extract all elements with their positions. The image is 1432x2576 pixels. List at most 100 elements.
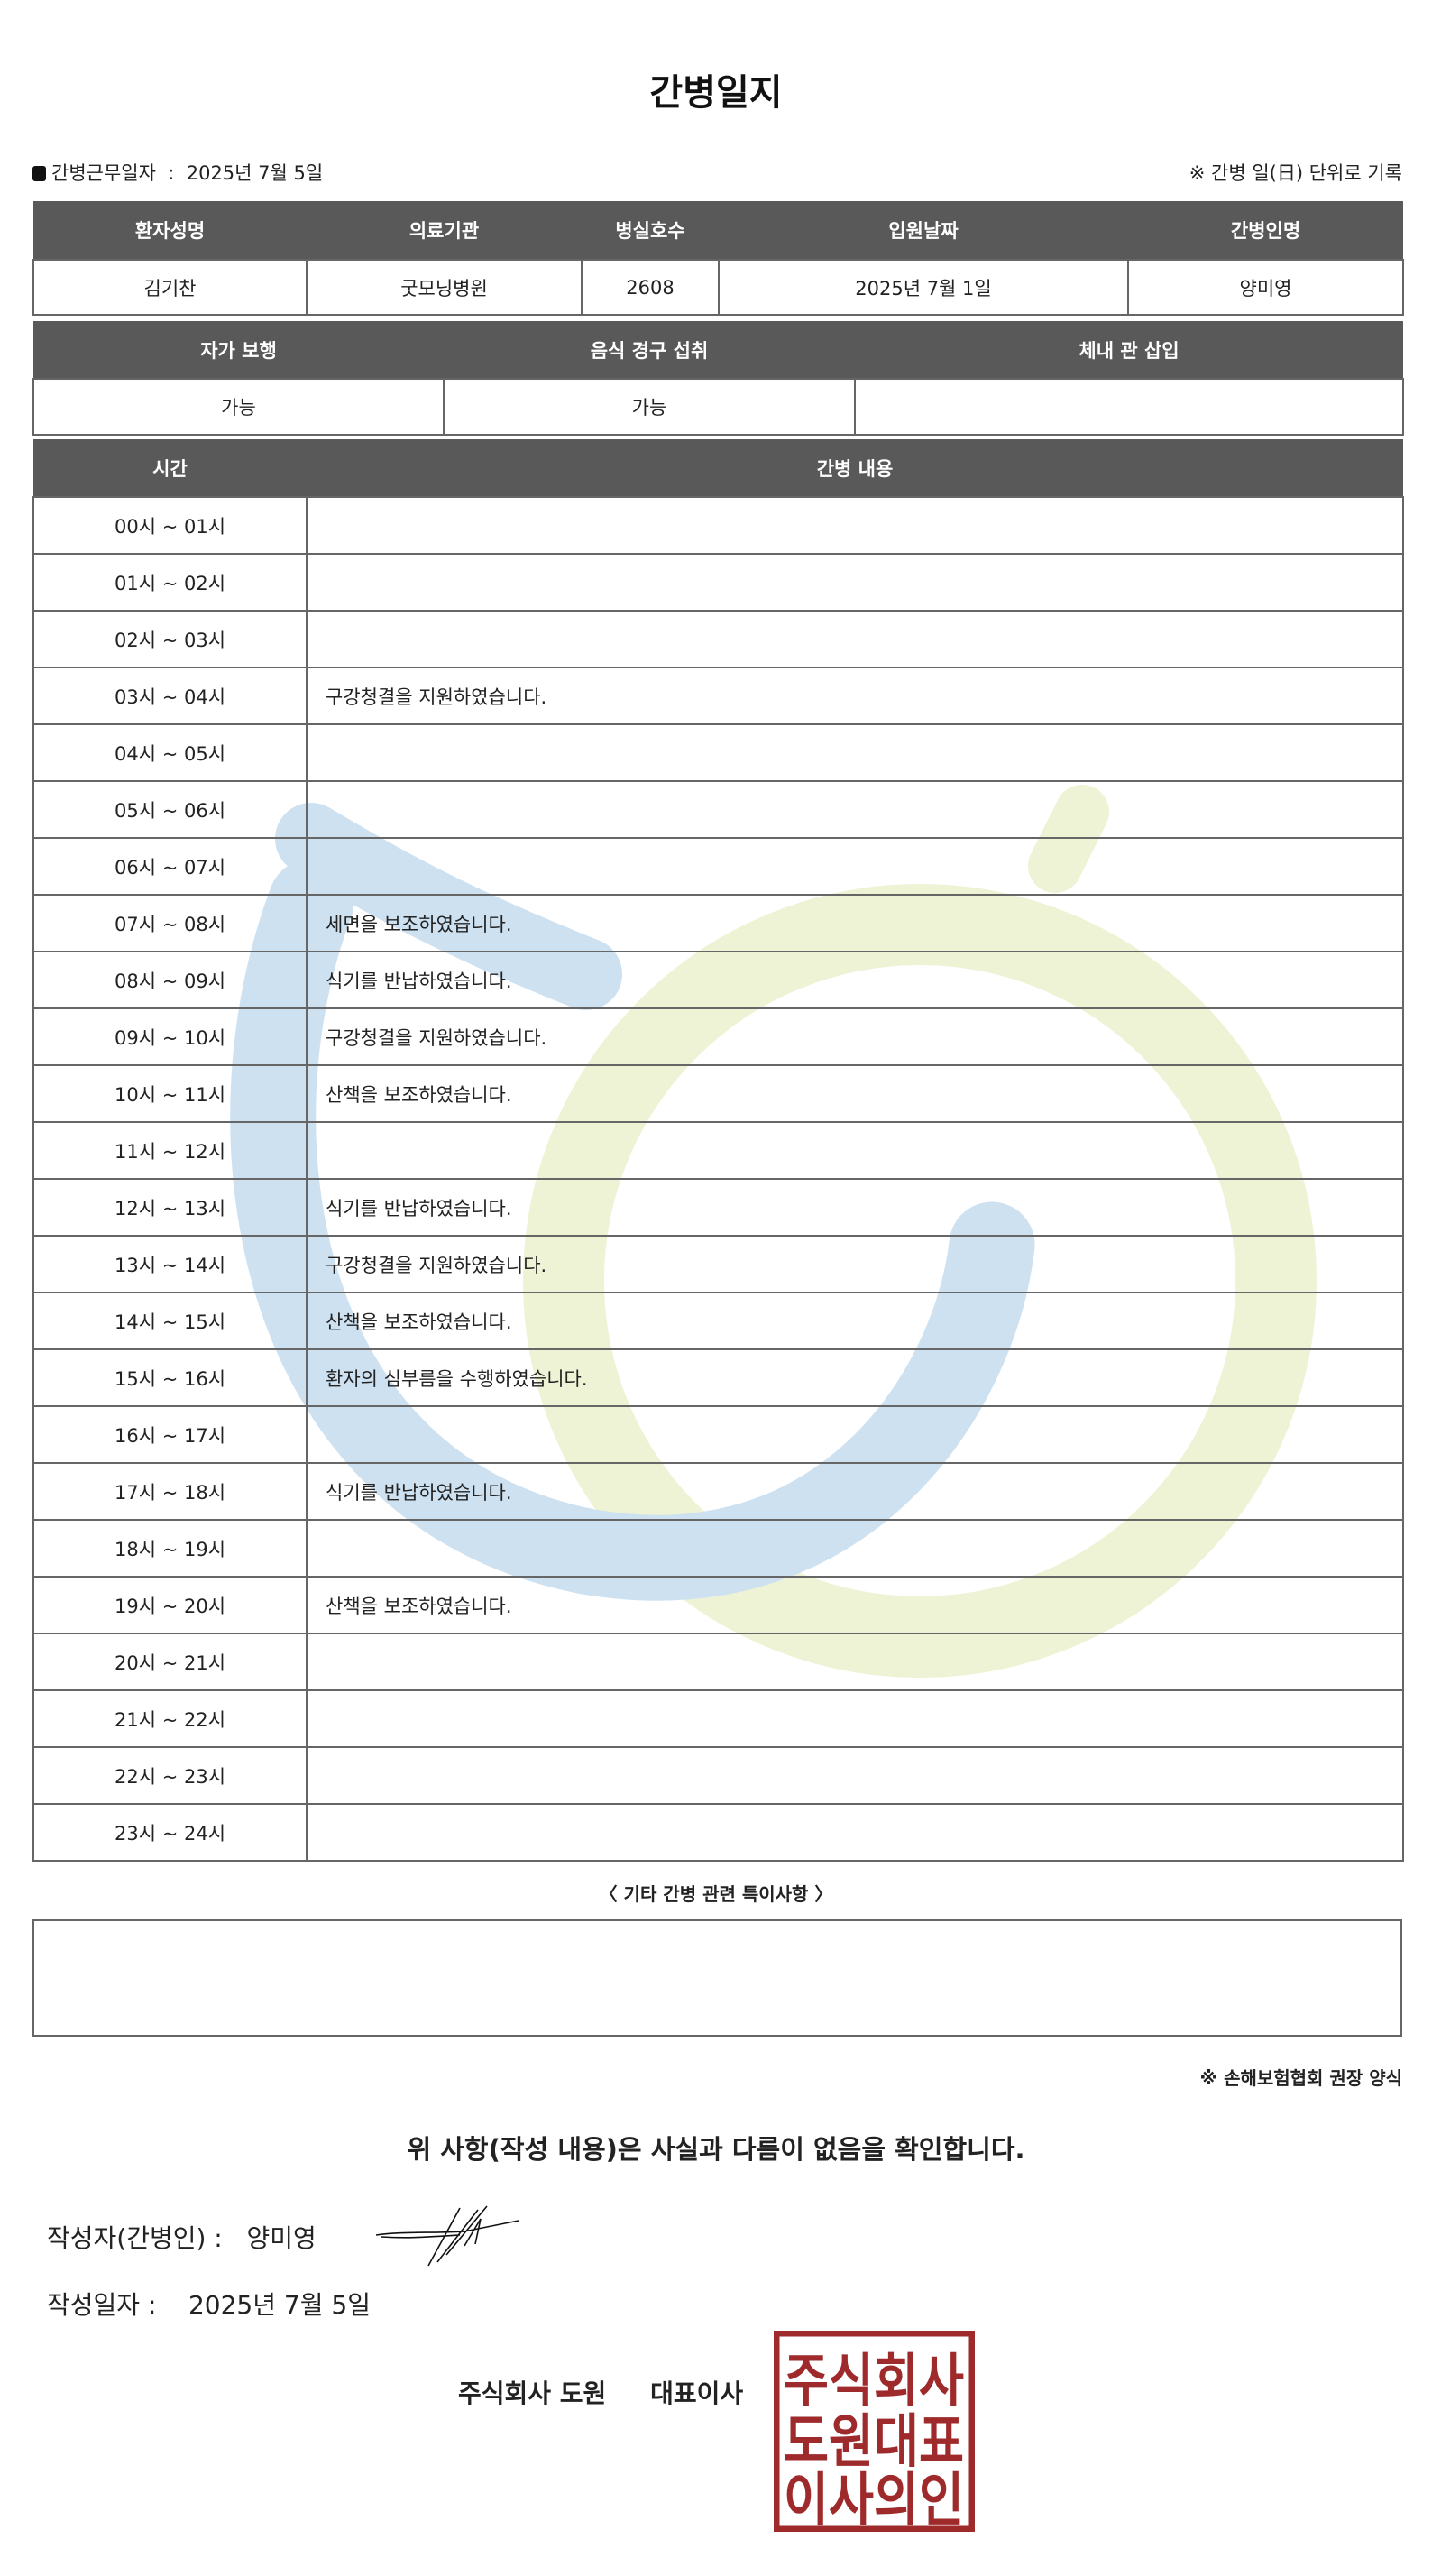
table-row: 00시 ~ 01시 xyxy=(32,496,1404,555)
row-content xyxy=(306,1746,1404,1805)
work-date-label: 간병근무일자 xyxy=(51,162,156,184)
row-time: 21시 ~ 22시 xyxy=(32,1689,308,1748)
written-date: 작성일자 : 2025년 7월 5일 xyxy=(47,2286,371,2322)
table-row: 05시 ~ 06시 xyxy=(32,780,1404,839)
header-oral-intake: 음식 경구 섭취 xyxy=(444,321,855,379)
table-row: 10시 ~ 11시 산책을 보조하였습니다. xyxy=(32,1064,1404,1123)
patient-table: 환자성명 의료기관 병실호수 입원날짜 간병인명 김기찬 굿모닝병원 2608 2025년 7… xyxy=(32,201,1404,316)
row-time: 02시 ~ 03시 xyxy=(32,610,308,668)
table-row: 19시 ~ 20시 산책을 보조하였습니다. xyxy=(32,1576,1404,1634)
header-walking: 자가 보행 xyxy=(33,321,444,379)
row-content: 식기를 반납하였습니다. xyxy=(306,951,1404,1009)
table-row: 23시 ~ 24시 xyxy=(32,1803,1404,1862)
walking-value: 가능 xyxy=(32,378,445,436)
row-content xyxy=(306,1519,1404,1578)
form-note: ※ 손해보험협회 권장 양식 xyxy=(1199,2067,1402,2089)
table-row: 14시 ~ 15시 산책을 보조하였습니다. xyxy=(32,1292,1404,1350)
written-date-label: 작성일자 : xyxy=(47,2290,157,2320)
row-content xyxy=(306,1633,1404,1691)
confirmation-statement: 위 사항(작성 내용)은 사실과 다름이 없음을 확인합니다. xyxy=(407,2134,1025,2165)
table-row: 03시 ~ 04시 구강청결을 지원하였습니다. xyxy=(32,667,1404,725)
tube-value xyxy=(854,378,1404,436)
table-row: 12시 ~ 13시 식기를 반납하였습니다. xyxy=(32,1178,1404,1237)
table-row: 01시 ~ 02시 xyxy=(32,553,1404,612)
table-row: 21시 ~ 22시 xyxy=(32,1689,1404,1748)
room-number: 2608 xyxy=(581,259,720,316)
row-time: 10시 ~ 11시 xyxy=(32,1064,308,1123)
row-time: 07시 ~ 08시 xyxy=(32,894,308,952)
unit-note: ※ 간병 일(日) 단위로 기록 xyxy=(1189,162,1402,184)
row-content xyxy=(306,723,1404,782)
row-content: 산책을 보조하였습니다. xyxy=(306,1064,1404,1123)
stamp-line: 이사의인 xyxy=(784,2468,964,2532)
patient-name: 김기찬 xyxy=(32,259,308,316)
status-table: 자가 보행 음식 경구 섭취 체내 관 삽입 가능 가능 xyxy=(32,321,1404,436)
square-bullet-icon xyxy=(32,166,46,181)
row-time: 08시 ~ 09시 xyxy=(32,951,308,1009)
row-content: 환자의 심부름을 수행하였습니다. xyxy=(306,1348,1404,1407)
row-time: 18시 ~ 19시 xyxy=(32,1519,308,1578)
header-hospital: 의료기관 xyxy=(307,201,582,260)
oral-intake-value: 가능 xyxy=(443,378,856,436)
table-row: 17시 ~ 18시 식기를 반납하였습니다. xyxy=(32,1462,1404,1521)
care-log-table: 시간 간병 내용 00시 ~ 01시 01시 ~ 02시 02시 ~ 03시 03시 ~… xyxy=(32,439,1404,1862)
row-time: 20시 ~ 21시 xyxy=(32,1633,308,1691)
hospital: 굿모닝병원 xyxy=(306,259,583,316)
written-date-value: 2025년 7월 5일 xyxy=(188,2290,371,2320)
caregiver-name: 양미영 xyxy=(1127,259,1404,316)
row-content: 구강청결을 지원하였습니다. xyxy=(306,667,1404,725)
table-row: 07시 ~ 08시 세면을 보조하였습니다. xyxy=(32,894,1404,952)
row-content xyxy=(306,496,1404,555)
table-row: 09시 ~ 10시 구강청결을 지원하였습니다. xyxy=(32,1007,1404,1066)
table-row: 13시 ~ 14시 구강청결을 지원하였습니다. xyxy=(32,1235,1404,1293)
table-row: 04시 ~ 05시 xyxy=(32,723,1404,782)
row-content: 구강청결을 지원하였습니다. xyxy=(306,1007,1404,1066)
table-row: 06시 ~ 07시 xyxy=(32,837,1404,896)
work-date-sep: : xyxy=(168,162,175,184)
row-content xyxy=(306,610,1404,668)
page-title: 간병일지 xyxy=(649,72,783,114)
row-content xyxy=(306,1803,1404,1862)
row-time: 04시 ~ 05시 xyxy=(32,723,308,782)
row-time: 16시 ~ 17시 xyxy=(32,1405,308,1464)
notes-box xyxy=(32,1919,1402,2037)
work-date: 간병근무일자 : 2025년 7월 5일 xyxy=(32,159,323,186)
stamp-line: 도원대표 xyxy=(784,2409,964,2476)
company-seal-stamp: 주식회사 도원대표 이사의인 xyxy=(774,2331,975,2532)
writer-label: 작성자(간병인) : xyxy=(47,2223,223,2253)
signature xyxy=(375,2205,519,2267)
row-time: 17시 ~ 18시 xyxy=(32,1462,308,1521)
row-time: 06시 ~ 07시 xyxy=(32,837,308,896)
row-content: 구강청결을 지원하였습니다. xyxy=(306,1235,1404,1293)
row-time: 14시 ~ 15시 xyxy=(32,1292,308,1350)
writer-name: 양미영 xyxy=(246,2223,317,2253)
header-tube: 체내 관 삽입 xyxy=(855,321,1403,379)
writer: 작성자(간병인) : 양미영 xyxy=(47,2219,317,2255)
header-patient-name: 환자성명 xyxy=(33,201,307,260)
table-row: 22시 ~ 23시 xyxy=(32,1746,1404,1805)
row-time: 03시 ~ 04시 xyxy=(32,667,308,725)
row-content xyxy=(306,1121,1404,1180)
admission-date: 2025년 7월 1일 xyxy=(718,259,1129,316)
row-time: 13시 ~ 14시 xyxy=(32,1235,308,1293)
stamp-line: 주식회사 xyxy=(784,2349,964,2415)
row-content: 세면을 보조하였습니다. xyxy=(306,894,1404,952)
header-caregiver: 간병인명 xyxy=(1128,201,1403,260)
table-row: 15시 ~ 16시 환자의 심부름을 수행하였습니다. xyxy=(32,1348,1404,1407)
row-time: 19시 ~ 20시 xyxy=(32,1576,308,1634)
row-time: 00시 ~ 01시 xyxy=(32,496,308,555)
company-signoff: 주식회사 도원 대표이사 xyxy=(458,2374,743,2410)
row-content xyxy=(306,837,1404,896)
table-row: 02시 ~ 03시 xyxy=(32,610,1404,668)
table-row: 18시 ~ 19시 xyxy=(32,1519,1404,1578)
row-content: 산책을 보조하였습니다. xyxy=(306,1292,1404,1350)
row-time: 01시 ~ 02시 xyxy=(32,553,308,612)
row-content: 식기를 반납하였습니다. xyxy=(306,1462,1404,1521)
row-content xyxy=(306,780,1404,839)
table-row: 11시 ~ 12시 xyxy=(32,1121,1404,1180)
notes-label: 〈 기타 간병 관련 특이사항 〉 xyxy=(599,1883,833,1905)
header-time: 시간 xyxy=(33,439,307,497)
row-content: 식기를 반납하였습니다. xyxy=(306,1178,1404,1237)
row-time: 23시 ~ 24시 xyxy=(32,1803,308,1862)
row-time: 09시 ~ 10시 xyxy=(32,1007,308,1066)
